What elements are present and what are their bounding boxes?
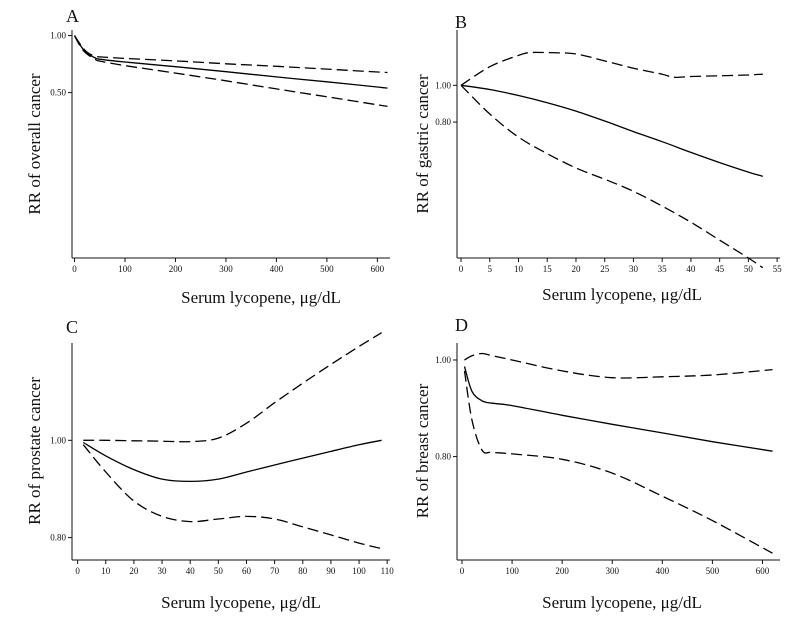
panel-letter: A: [66, 6, 79, 26]
y-tick-label: 1.00: [50, 435, 66, 445]
rr-estimate-line-0: [73, 35, 388, 89]
y-axis-title: RR of gastric cancer: [413, 74, 432, 214]
x-tick-label: 45: [715, 264, 725, 274]
x-axis-title: Serum lycopene, μg/dL: [181, 288, 341, 307]
x-tick-label: 200: [169, 264, 183, 274]
x-tick-label: 0: [72, 264, 77, 274]
x-tick-label: 20: [571, 264, 581, 274]
x-tick-label: 15: [543, 264, 553, 274]
ci-bound-line-1: [73, 35, 388, 74]
y-axis-title: RR of breast cancer: [413, 383, 432, 518]
x-tick-label: 0: [460, 566, 465, 576]
x-tick-label: 5: [488, 264, 493, 274]
x-tick-label: 500: [706, 566, 720, 576]
y-tick-label: 0.80: [435, 452, 451, 462]
rr-estimate-line-0: [463, 366, 773, 452]
panel-letter: B: [455, 12, 467, 32]
chart-panel-a: A 0 100 200 300 400 500 600 1.00 0.50 Serum lycope…: [25, 6, 390, 307]
y-axis-title: RR of prostate cancer: [25, 377, 44, 525]
y-tick-label: 0.80: [50, 533, 66, 543]
x-tick-label: 200: [555, 566, 569, 576]
x-tick-label: 10: [514, 264, 524, 274]
x-tick-label: 70: [270, 566, 280, 576]
y-tick-label: 0.80: [435, 117, 451, 127]
x-tick-label: 110: [381, 566, 395, 576]
x-tick-label: 40: [686, 264, 696, 274]
panel-letter: C: [66, 317, 78, 337]
x-tick-label: 0: [459, 264, 464, 274]
x-tick-label: 0: [75, 566, 80, 576]
rr-estimate-line-0: [460, 84, 764, 178]
ci-bound-line-1: [460, 51, 763, 86]
x-tick-label: 30: [158, 566, 168, 576]
x-tick-label: 55: [773, 264, 783, 274]
x-tick-label: 500: [320, 264, 334, 274]
y-axis-title: RR of overall cancer: [25, 73, 44, 214]
ci-bound-line-2: [463, 370, 773, 554]
x-tick-label: 90: [326, 566, 336, 576]
chart-panel-b: B 0 5 10 15 20 25 30 35 40 45 50 55 1.00 0.80 Serum lyc…: [413, 12, 782, 304]
x-axis-title: Serum lycopene, μg/dL: [542, 285, 702, 304]
ci-bound-line-2: [82, 444, 382, 550]
x-tick-label: 20: [129, 566, 139, 576]
x-tick-label: 100: [505, 566, 519, 576]
ci-bound-line-1: [83, 332, 382, 443]
x-tick-label: 100: [352, 566, 366, 576]
x-tick-label: 400: [656, 566, 670, 576]
chart-panel-d: D 0 100 200 300 400 500 600 1.00 0.80 Serum lycope…: [413, 315, 780, 612]
x-tick-label: 40: [186, 566, 196, 576]
x-tick-label: 10: [101, 566, 111, 576]
y-tick-label: 1.00: [50, 31, 66, 41]
y-tick-label: 1.00: [435, 355, 451, 365]
ci-bound-line-2: [460, 84, 764, 269]
x-tick-label: 300: [219, 264, 233, 274]
chart-panel-c: C 0 10 20 30 40 50 60 70 80 90 100 110 1.00 0.80 Serum …: [25, 317, 394, 612]
y-tick-label: 0.50: [50, 88, 66, 98]
x-tick-label: 600: [371, 264, 385, 274]
x-tick-label: 50: [214, 566, 224, 576]
ci-bound-line-2: [73, 35, 388, 108]
x-tick-label: 100: [118, 264, 132, 274]
ci-bound-line-1: [464, 352, 773, 379]
x-axis-title: Serum lycopene, μg/dL: [542, 593, 702, 612]
x-tick-label: 50: [744, 264, 754, 274]
x-axis-title: Serum lycopene, μg/dL: [161, 593, 321, 612]
x-tick-label: 35: [658, 264, 668, 274]
x-tick-label: 400: [270, 264, 284, 274]
x-tick-label: 600: [756, 566, 770, 576]
x-tick-label: 80: [298, 566, 308, 576]
x-tick-label: 30: [629, 264, 639, 274]
x-tick-label: 300: [605, 566, 619, 576]
x-tick-label: 60: [242, 566, 252, 576]
panel-letter: D: [455, 315, 468, 335]
y-tick-label: 1.00: [435, 80, 451, 90]
rr-estimate-line-0: [82, 439, 382, 483]
x-tick-label: 25: [600, 264, 610, 274]
